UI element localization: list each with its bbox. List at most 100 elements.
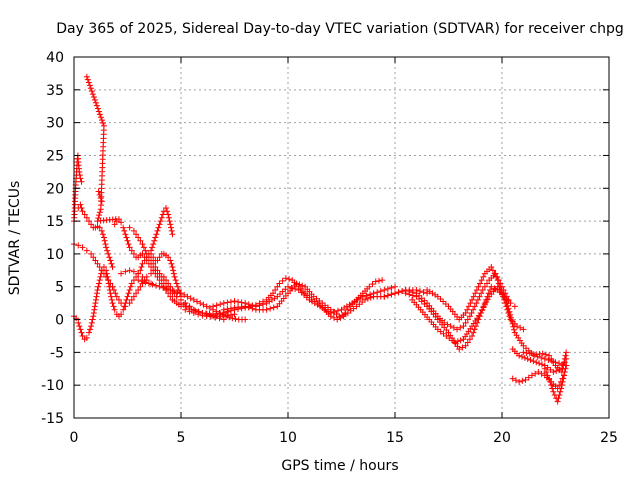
data-point: [509, 320, 516, 327]
data-point: [249, 305, 256, 312]
data-point: [465, 303, 472, 310]
data-point: [539, 350, 546, 357]
grid-lines: [74, 57, 609, 418]
data-point: [491, 270, 498, 277]
data-point: [91, 96, 98, 103]
data-point: [481, 301, 488, 308]
data-point: [96, 212, 103, 219]
data-point: [462, 309, 469, 316]
data-point: [507, 311, 514, 318]
y-tick-label: 15: [46, 214, 64, 230]
data-point: [123, 296, 130, 303]
data-point: [102, 241, 109, 248]
data-point: [520, 349, 527, 356]
data-point: [473, 287, 480, 294]
data-point: [126, 224, 133, 231]
data-point: [111, 221, 118, 228]
y-tick-label: 10: [46, 247, 64, 263]
data-point: [226, 314, 233, 321]
data-point: [108, 296, 115, 303]
data-point: [521, 354, 528, 361]
data-point: [78, 329, 85, 336]
data-point: [168, 227, 175, 234]
data-point: [98, 267, 105, 274]
data-point: [188, 306, 195, 313]
data-point: [152, 234, 159, 241]
data-point: [384, 285, 391, 292]
data-point: [479, 307, 486, 314]
data-point: [192, 307, 199, 314]
y-tick-label: -5: [50, 345, 64, 361]
data-point: [276, 280, 283, 287]
data-point: [384, 292, 391, 299]
data-point: [99, 120, 106, 127]
data-point: [81, 211, 88, 218]
data-point: [420, 289, 427, 296]
data-point: [137, 283, 144, 290]
data-point: [512, 377, 519, 384]
data-point: [178, 290, 184, 297]
data-point: [558, 365, 565, 372]
data-point: [110, 287, 117, 294]
data-point: [366, 283, 373, 290]
data-point: [507, 314, 514, 321]
data-point: [154, 267, 161, 274]
data-point: [392, 290, 398, 297]
data-point: [532, 370, 539, 377]
data-point: [561, 369, 568, 376]
data-point: [96, 111, 103, 118]
data-point: [459, 344, 466, 351]
data-point: [156, 254, 163, 261]
data-point: [331, 314, 338, 321]
data-point: [450, 324, 457, 331]
data-point: [105, 250, 112, 257]
data-point: [520, 326, 527, 333]
data-point: [197, 300, 204, 307]
data-points: [71, 73, 570, 405]
data-point: [364, 295, 371, 302]
data-point: [267, 305, 274, 312]
data-point: [101, 237, 108, 244]
data-point: [167, 221, 174, 228]
y-tick-label: 5: [55, 280, 64, 296]
data-point: [94, 290, 101, 297]
data-point: [402, 290, 409, 297]
data-point: [157, 218, 164, 225]
data-point: [75, 319, 82, 326]
data-point: [472, 290, 479, 297]
data-point: [133, 290, 140, 297]
data-point: [126, 300, 133, 307]
data-point: [546, 352, 553, 359]
data-point: [480, 304, 487, 311]
data-point: [90, 313, 97, 320]
data-point: [447, 323, 454, 330]
data-point: [163, 280, 170, 287]
data-point: [245, 304, 252, 311]
data-point: [100, 270, 107, 277]
data-point: [182, 306, 189, 313]
data-point: [97, 114, 104, 121]
data-point: [535, 369, 542, 376]
data-point: [299, 282, 306, 289]
data-point: [377, 288, 384, 295]
data-point: [130, 293, 137, 300]
data-point: [544, 372, 551, 379]
data-point: [165, 254, 172, 261]
data-point: [488, 283, 495, 290]
data-point: [156, 270, 163, 277]
data-point: [96, 277, 103, 284]
data-point: [499, 290, 505, 297]
data-point: [339, 312, 346, 319]
data-point: [556, 360, 563, 367]
data-point: [242, 316, 249, 323]
data-point: [156, 221, 163, 228]
data-point: [462, 342, 469, 349]
data-point: [203, 303, 210, 310]
data-point: [122, 231, 129, 238]
data-point: [78, 178, 85, 185]
data-point: [190, 296, 197, 303]
data-point: [87, 326, 94, 333]
data-point: [518, 353, 525, 360]
data-point: [530, 358, 537, 365]
data-point: [516, 352, 523, 359]
